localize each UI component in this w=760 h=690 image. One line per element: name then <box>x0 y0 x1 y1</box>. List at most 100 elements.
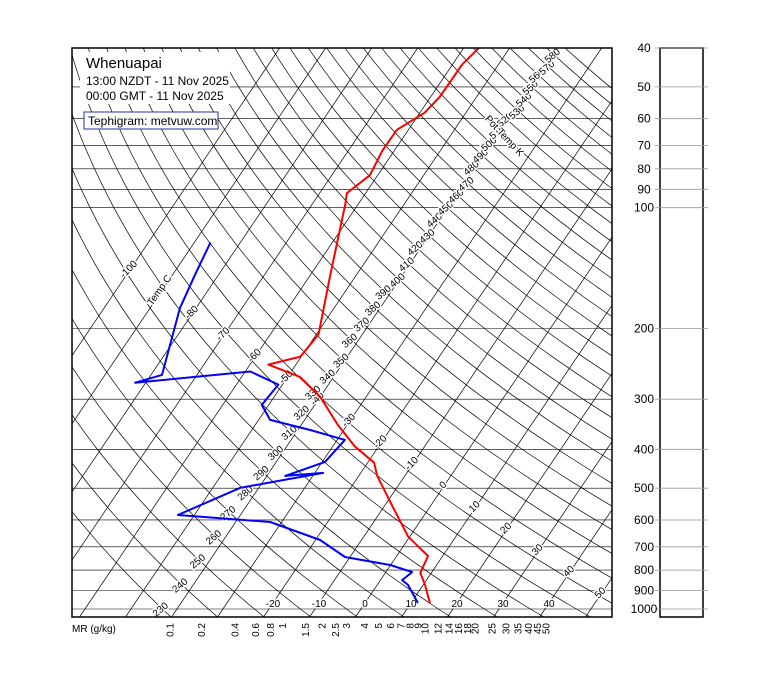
mixing-ratio-label: 0.1 <box>166 623 177 637</box>
dry-adiabat <box>142 48 612 531</box>
dry-adiabat <box>381 48 612 261</box>
dry-adiabat <box>197 48 612 462</box>
pressure-tick-label: 80 <box>637 162 651 176</box>
isotherm-label: -70 <box>214 325 232 343</box>
isotherm <box>401 304 612 617</box>
pressure-tick-label: 700 <box>634 540 654 554</box>
dry-adiabat <box>72 53 592 617</box>
mixing-ratio-label: 0.6 <box>251 623 262 637</box>
mixing-ratio-label: 45 <box>533 623 544 635</box>
pressure-tick-label: 40 <box>637 41 651 55</box>
isotherm <box>539 509 612 617</box>
isotherm-label: 20 <box>498 520 514 536</box>
dry-adiabat <box>234 48 612 419</box>
mixing-ratio-label: 8 <box>405 623 416 629</box>
dry-adiabat <box>436 48 612 207</box>
plot-grid <box>72 48 612 617</box>
pressure-tick-label: 800 <box>634 563 654 577</box>
pressure-tick-label: 100 <box>634 201 654 215</box>
isotherm-label: 20 <box>451 599 463 610</box>
source-box <box>83 111 219 130</box>
mixing-ratio-label: 16 <box>454 623 465 635</box>
dry-adiabat <box>417 48 612 225</box>
dry-adiabat <box>72 167 498 617</box>
mixing-ratio-label: 6 <box>386 623 397 629</box>
dry-adiabat <box>72 219 452 617</box>
dry-adiabat <box>509 48 612 138</box>
pressure-tick-label: 500 <box>634 481 654 495</box>
isotherm <box>263 100 612 617</box>
subtitle: 13:00 NZDT - 11 Nov 2025 <box>86 74 229 88</box>
dry-adiabat <box>252 48 612 398</box>
isotherm <box>72 48 418 561</box>
isotherm-label: 0 <box>438 479 450 491</box>
adiabat-label: 260 <box>204 528 224 547</box>
mixing-ratio-label: 9 <box>413 623 424 629</box>
mixing-ratio-label: 35 <box>513 623 524 635</box>
mixing-ratio-label: 14 <box>445 623 456 635</box>
isotherm <box>171 48 556 617</box>
adiabat-label: 340 <box>318 367 338 386</box>
mixing-ratio-label: 30 <box>501 623 512 635</box>
isotherm-label: -10 <box>312 599 327 610</box>
dry-adiabat <box>472 48 612 172</box>
isotherm-label: 30 <box>530 542 546 558</box>
mixing-ratio-label: 0.8 <box>266 623 277 637</box>
adiabat-label: 400 <box>388 271 408 290</box>
mixing-ratio-label: 2.5 <box>331 623 342 637</box>
dry-adiabat <box>72 510 172 617</box>
pressure-tick-label: 200 <box>634 321 654 335</box>
isotherm-label: 40 <box>561 564 577 580</box>
source-label: Tephigram: metvuw.com <box>88 114 217 128</box>
profile-line <box>134 241 419 604</box>
dry-adiabat <box>72 462 219 617</box>
dry-adiabat <box>454 48 612 189</box>
mixing-ratio-title: MR (g/kg) <box>72 624 116 635</box>
pressure-tick-label: 600 <box>634 513 654 527</box>
isotherm <box>79 48 464 617</box>
pressure-tick-label: 400 <box>634 442 654 456</box>
mixing-ratio-label: 1 <box>278 623 289 629</box>
dry-adiabat <box>179 48 612 484</box>
mixing-ratio-label: 50 <box>541 623 552 635</box>
mixing-ratio-label: 5 <box>374 623 385 629</box>
isotherm-label: 0 <box>362 599 368 610</box>
adiabat-label: 360 <box>340 331 360 350</box>
isotherm-label: -80 <box>183 304 201 322</box>
mixing-ratio-label: 40 <box>524 623 535 635</box>
adiabat-label: 270 <box>219 504 239 523</box>
dry-adiabat <box>72 414 265 617</box>
dry-adiabat <box>72 317 359 617</box>
isotherm-label: 40 <box>543 599 555 610</box>
mixing-ratio-label: 3 <box>342 623 353 629</box>
pressure-tick-label: 900 <box>634 584 654 598</box>
mixing-ratio-label: 1.5 <box>301 623 312 637</box>
dry-adiabat <box>362 48 612 279</box>
isotherm-label: 10 <box>467 499 483 515</box>
isotherm-label: -60 <box>246 347 264 365</box>
subtitle: 00:00 GMT - 11 Nov 2025 <box>86 89 224 103</box>
isotherm-label: -100 <box>118 258 140 280</box>
pressure-tick-label: 50 <box>637 80 651 94</box>
mixing-ratio-label: 0.2 <box>197 623 208 637</box>
dry-adiabat <box>124 48 612 554</box>
mixing-ratio-label: 7 <box>396 623 407 629</box>
profiles <box>134 48 480 604</box>
isotherm-label: 30 <box>497 599 509 610</box>
mixing-ratio-label: 10 <box>421 623 432 635</box>
adiabat-label: 300 <box>266 444 286 463</box>
dry-adiabat <box>399 48 612 243</box>
isotherm <box>125 48 510 617</box>
isotherm <box>72 48 326 425</box>
adiabat-label: 290 <box>252 464 272 483</box>
mixing-ratio-label: 2 <box>317 623 328 629</box>
adiabat-label: 320 <box>292 404 312 423</box>
dry-adiabat <box>307 48 612 337</box>
isotherm <box>309 168 612 617</box>
dry-adiabat <box>106 48 612 579</box>
mixing-ratio-label: 0.4 <box>230 623 241 637</box>
dry-adiabat <box>72 112 545 617</box>
isotherm-label: -20 <box>266 599 281 610</box>
dry-adiabat <box>271 48 612 377</box>
